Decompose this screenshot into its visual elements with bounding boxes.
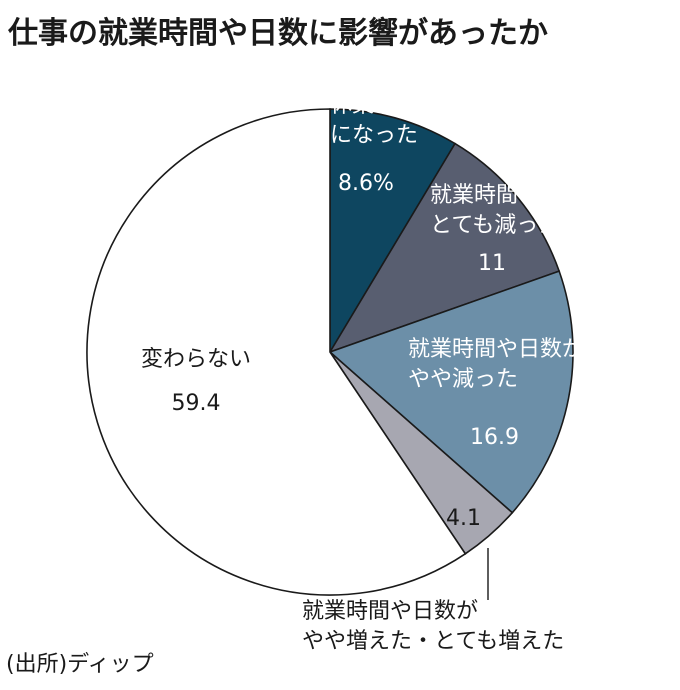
- slice-value-2: 16.9: [470, 425, 519, 450]
- pie-slice-4: [86, 108, 467, 596]
- slice-label-0-line-1: になった: [330, 123, 418, 148]
- slice-label-2-line-1: やや減った: [408, 367, 518, 392]
- slice-value-4: 59.4: [172, 391, 221, 416]
- pie-slice-1: [328, 142, 561, 354]
- slice-label-3-line-0: 就業時間や日数が: [302, 599, 478, 624]
- slice-label-4-line-0: 変わらない: [141, 347, 251, 372]
- chart-title: 仕事の就業時間や日数に影響があったか: [8, 16, 548, 51]
- pie-slice-0: [329, 108, 457, 355]
- slice-label-2-line-0: 就業時間や日数が: [408, 337, 584, 362]
- slice-label-1-line-0: 就業時間や日数が: [430, 183, 606, 208]
- slice-value-1: 11: [478, 251, 506, 276]
- source-note: (出所)ディップ: [6, 652, 154, 677]
- slice-label-0-line-0: 休業すること: [330, 93, 462, 118]
- slice-value-3: 4.1: [446, 506, 481, 531]
- slice-label-1-line-1: とても減った: [430, 213, 560, 238]
- slice-value-0: 8.6%: [338, 171, 394, 196]
- pie-slice-2: [328, 270, 574, 514]
- slice-label-3-line-1: やや増えた・とても増えた: [302, 629, 564, 654]
